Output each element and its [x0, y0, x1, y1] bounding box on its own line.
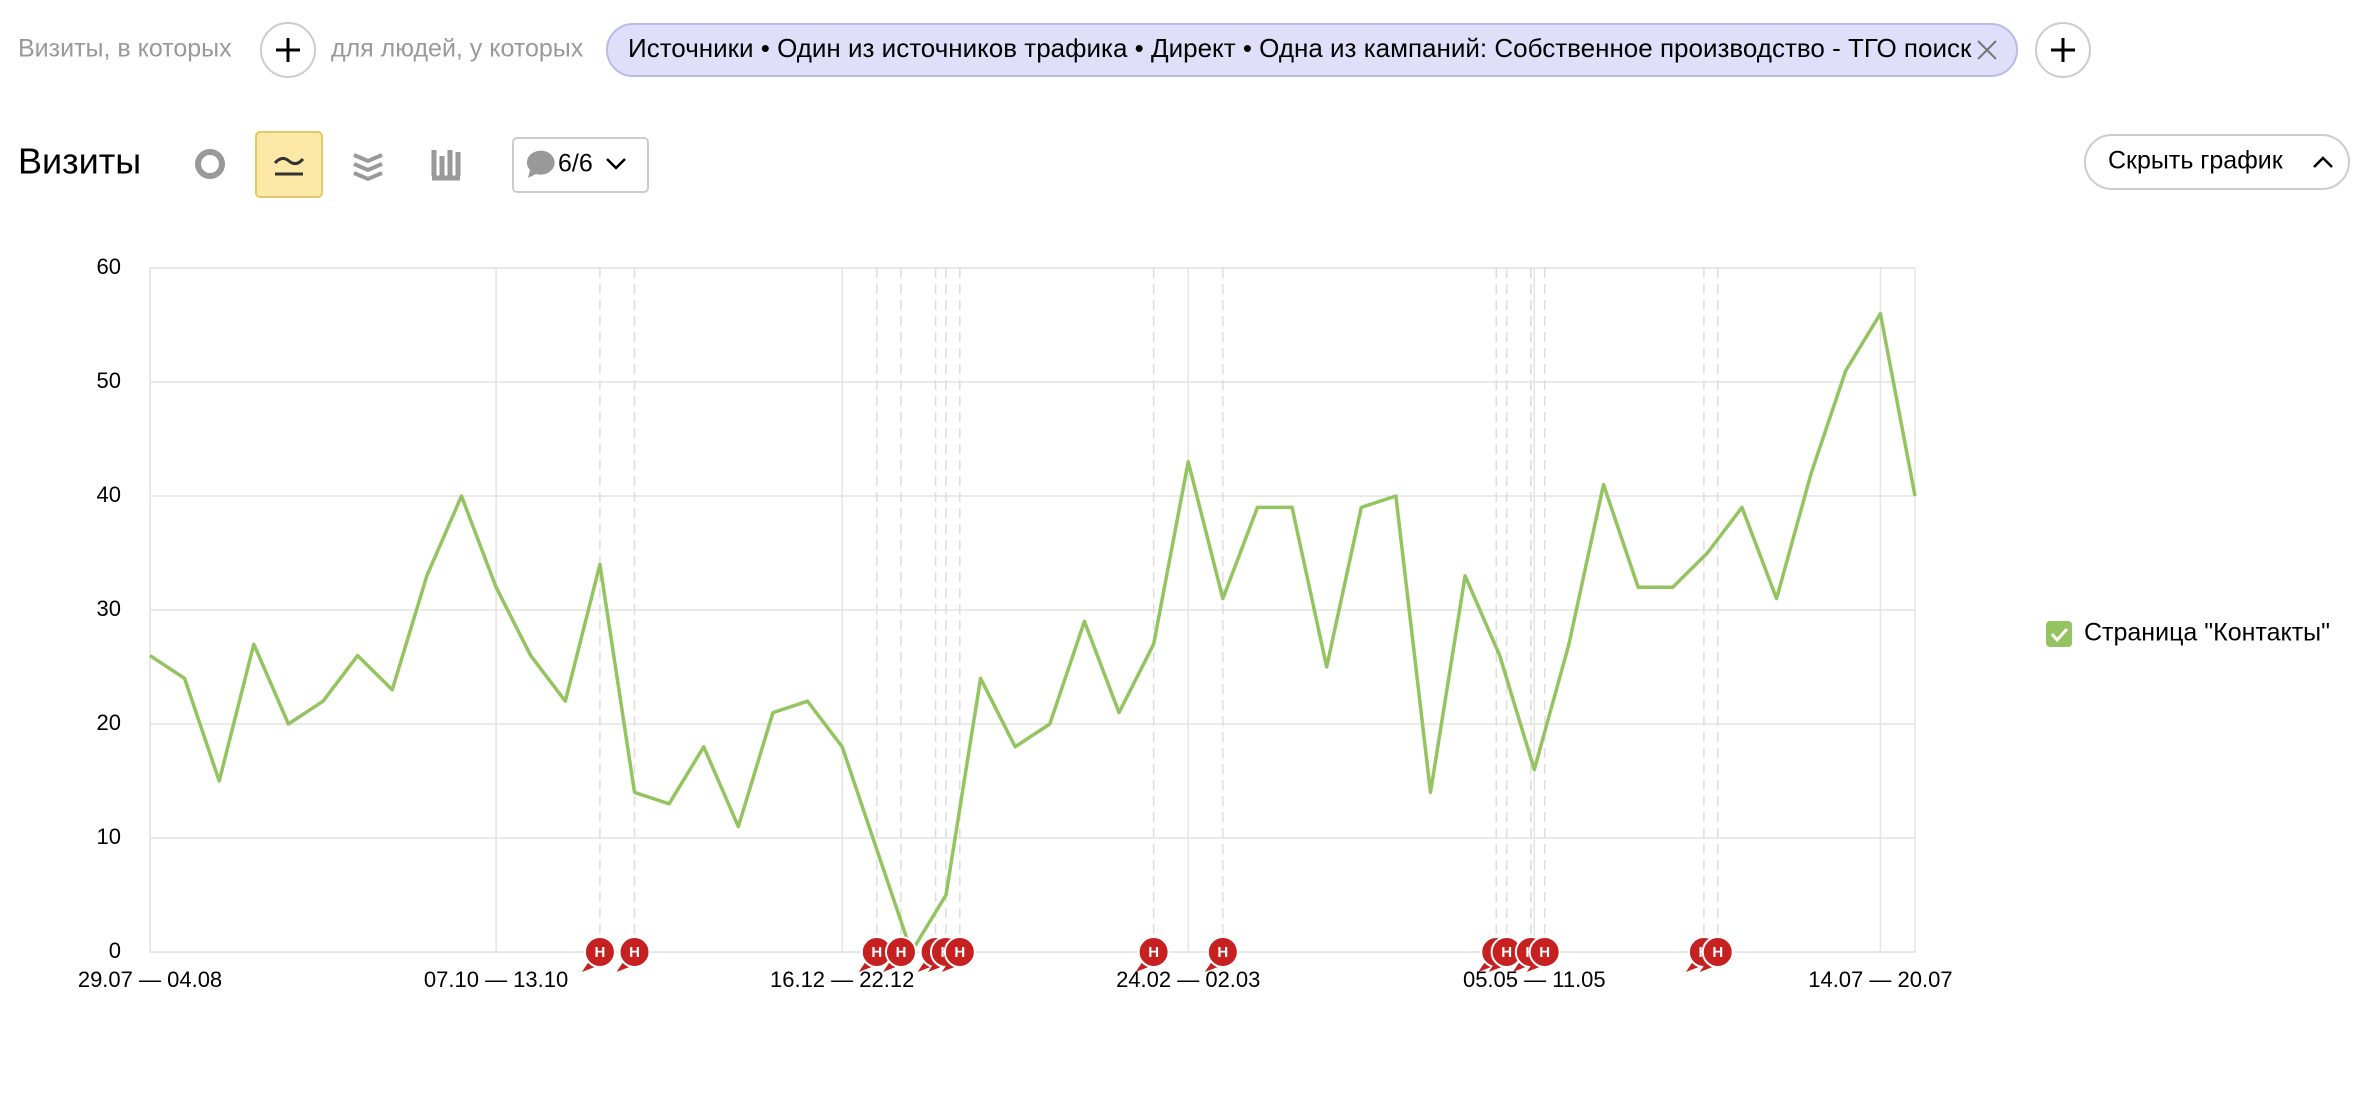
x-tick-label: 16.12 — 22.12 [770, 967, 914, 992]
y-tick-label: 50 [97, 368, 121, 393]
marker-dot [1206, 936, 1239, 968]
marker-dot [618, 936, 651, 968]
marker-label: Н [954, 944, 965, 961]
annotation-marker[interactable]: Н [882, 936, 917, 972]
notes-count: 6/6 [558, 150, 593, 178]
section-title: Визиты [18, 141, 141, 182]
hide-chart-button[interactable]: Скрыть график [2084, 134, 2350, 190]
y-tick-label: 20 [97, 710, 121, 735]
marker-label: Н [629, 944, 640, 961]
y-tick-label: 0 [109, 938, 121, 963]
legend-item[interactable]: Страница "Контакты" [2046, 619, 2330, 647]
filter-label: Визиты, в которых [18, 35, 232, 63]
marker-dot [1137, 936, 1170, 968]
legend-check [2050, 627, 2069, 643]
annotation-marker[interactable]: Н [1204, 936, 1239, 972]
x-tick-label: 29.07 — 04.08 [78, 967, 222, 992]
notes-button[interactable]: 6/6 [512, 137, 649, 193]
annotation-marker[interactable]: Н [1488, 936, 1523, 972]
marker-label: Н [1539, 944, 1550, 961]
area-view[interactable] [353, 153, 383, 182]
marker-label: Н [896, 944, 907, 961]
button-text: Скрыть график [2108, 147, 2284, 175]
annotation-marker[interactable]: Н [1135, 936, 1170, 972]
marker-dot [884, 936, 917, 968]
marker-dot [583, 936, 616, 968]
add-visit-filter[interactable] [260, 22, 316, 78]
x-tick-label: 24.02 — 02.03 [1116, 967, 1260, 992]
y-tick-label: 10 [97, 824, 121, 849]
pie-view[interactable] [195, 149, 225, 179]
annotation-marker[interactable]: Н [858, 936, 893, 972]
marker-dot [1701, 936, 1734, 968]
legend-label: Страница "Контакты" [2084, 619, 2330, 647]
marker-label: Н [1217, 944, 1228, 961]
marker-dot [943, 936, 976, 968]
chip-text: Источники • Один из источников трафика •… [628, 33, 1972, 63]
series-line [149, 311, 1917, 954]
line-view[interactable] [255, 131, 323, 198]
annotation-marker[interactable]: Н [941, 936, 976, 972]
marker-label: Н [1148, 944, 1159, 961]
x-tick-label: 07.10 — 13.10 [424, 967, 568, 992]
marker-label: Н [1712, 944, 1723, 961]
x-tick-label: 14.07 — 20.07 [1808, 967, 1952, 992]
marker-label: Н [594, 944, 605, 961]
x-tick-label: 05.05 — 11.05 [1463, 967, 1606, 992]
annotation-marker[interactable]: Н [616, 936, 651, 972]
y-tick-label: 30 [97, 596, 121, 621]
annotation-marker[interactable]: Н [1699, 936, 1734, 972]
marker-label: Н [1501, 944, 1512, 961]
y-tick-label: 60 [97, 254, 121, 279]
add-people-filter[interactable] [2035, 22, 2091, 78]
marker-dot [1528, 936, 1561, 968]
bar-view[interactable] [431, 150, 461, 181]
y-tick-label: 40 [97, 482, 121, 507]
annotation-marker[interactable]: Н [581, 936, 616, 972]
filter-label: для людей, у которых [331, 35, 584, 63]
marker-label: Н [871, 944, 882, 961]
annotation-marker[interactable]: Н [1526, 936, 1561, 972]
filter-chip[interactable]: Источники • Один из источников трафика •… [606, 23, 2018, 77]
legend-checkbox [2046, 621, 2072, 647]
chart: 0 10 20 30 40 50 60 29.07 — 04.08 07.10 — 13.10 1… [78, 254, 2330, 992]
